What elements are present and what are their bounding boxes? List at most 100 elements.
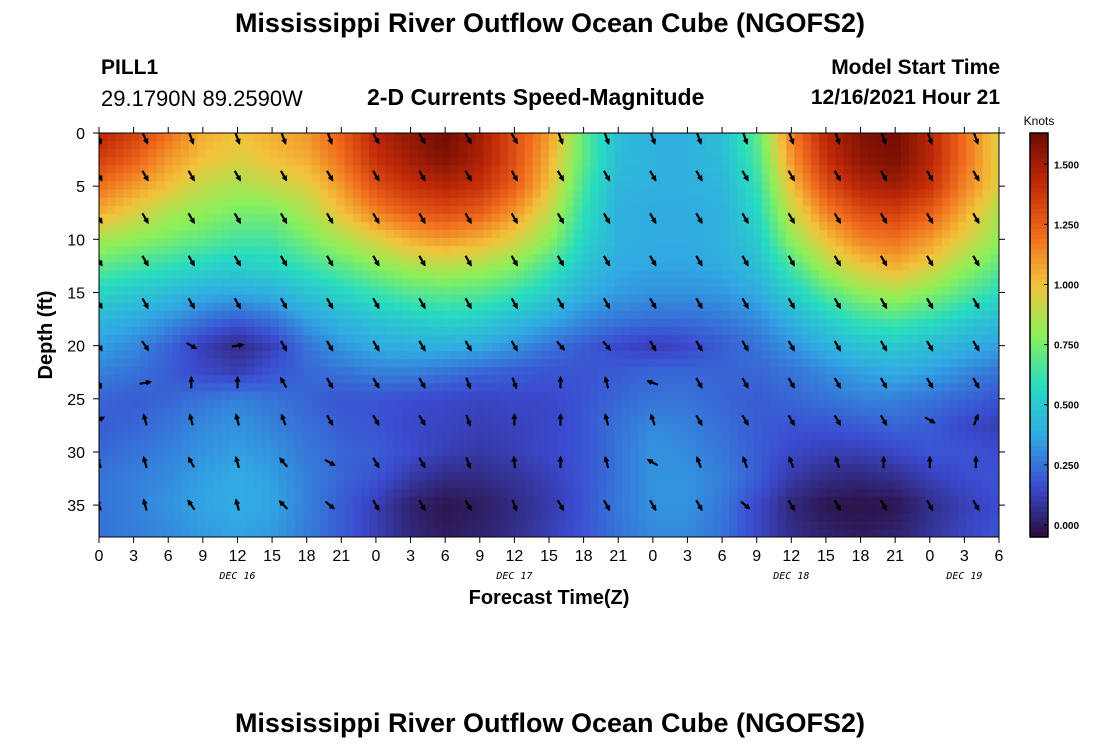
heatmap-cell xyxy=(164,456,174,465)
heatmap-cell xyxy=(270,383,280,393)
heatmap-cell xyxy=(810,262,820,271)
heatmap-cell xyxy=(180,375,190,385)
heatmap-cell xyxy=(958,246,967,255)
heatmap-cell xyxy=(295,270,305,280)
heatmap-cell xyxy=(139,407,149,417)
heatmap-cell xyxy=(311,375,321,385)
heatmap-cell xyxy=(213,383,223,393)
heatmap-cell xyxy=(401,149,411,158)
heatmap-cell xyxy=(851,423,861,433)
heatmap-cell xyxy=(328,448,337,457)
heatmap-cell xyxy=(900,407,910,417)
heatmap-cell xyxy=(786,278,796,288)
heatmap-cell xyxy=(352,431,362,441)
heatmap-cell xyxy=(336,157,346,166)
heatmap-cell xyxy=(696,294,706,304)
heatmap-cell xyxy=(868,383,877,393)
heatmap-cell xyxy=(859,464,869,473)
heatmap-cell xyxy=(475,310,485,320)
heatmap-cell xyxy=(827,165,836,174)
heatmap-cell xyxy=(295,464,305,473)
heatmap-cell xyxy=(385,189,395,199)
heatmap-cell xyxy=(99,286,108,296)
heatmap-cell xyxy=(221,399,231,409)
heatmap-cell xyxy=(377,141,386,150)
heatmap-cell xyxy=(720,472,730,482)
heatmap-cell xyxy=(491,310,501,320)
heatmap-cell xyxy=(311,270,321,280)
heatmap-cell xyxy=(737,254,746,263)
heatmap-cell xyxy=(139,270,149,280)
heatmap-cell xyxy=(450,423,460,433)
heatmap-cell xyxy=(205,221,215,231)
heatmap-cell xyxy=(352,399,362,409)
heatmap-cell xyxy=(565,254,575,263)
heatmap-cell xyxy=(630,238,640,247)
heatmap-cell xyxy=(712,302,722,312)
heatmap-cell xyxy=(876,189,886,199)
heatmap-cell xyxy=(663,407,673,417)
heatmap-cell xyxy=(835,480,845,490)
heatmap-cell xyxy=(630,464,640,473)
heatmap-cell xyxy=(655,423,665,433)
heatmap-cell xyxy=(213,367,223,376)
heatmap-cell xyxy=(810,423,820,433)
heatmap-cell xyxy=(131,318,141,328)
heatmap-cell xyxy=(328,197,337,207)
heatmap-cell xyxy=(794,246,804,255)
heatmap-cell xyxy=(303,351,313,360)
heatmap-cell xyxy=(614,472,624,482)
heatmap-cell xyxy=(409,440,419,449)
heatmap-cell xyxy=(925,318,935,328)
heatmap-cell xyxy=(966,326,976,336)
heatmap-cell xyxy=(851,431,861,441)
heatmap-cell xyxy=(385,407,395,417)
heatmap-cell xyxy=(900,472,910,482)
heatmap-cell xyxy=(720,221,730,231)
heatmap-cell xyxy=(688,351,697,360)
heatmap-cell xyxy=(712,318,722,328)
heatmap-cell xyxy=(843,197,853,207)
heatmap-cell xyxy=(123,254,133,263)
heatmap-cell xyxy=(884,270,894,280)
heatmap-cell xyxy=(459,254,468,263)
heatmap-cell xyxy=(630,246,640,255)
heatmap-cell xyxy=(589,294,599,304)
heatmap-cell xyxy=(164,270,174,280)
heatmap-cell xyxy=(409,310,419,320)
heatmap-cell xyxy=(197,181,206,191)
heatmap-cell xyxy=(704,359,714,368)
heatmap-cell xyxy=(794,359,804,368)
heatmap-cell xyxy=(769,488,779,498)
heatmap-cell xyxy=(352,229,362,239)
heatmap-cell xyxy=(688,326,697,336)
heatmap-cell xyxy=(221,302,231,312)
heatmap-cell xyxy=(156,407,166,417)
heatmap-cell xyxy=(622,415,632,425)
heatmap-cell xyxy=(532,246,542,255)
heatmap-cell xyxy=(483,326,493,336)
heatmap-cell xyxy=(524,229,534,239)
heatmap-cell xyxy=(794,286,804,296)
heatmap-cell xyxy=(524,488,534,498)
heatmap-cell xyxy=(221,326,231,336)
heatmap-cell xyxy=(573,318,583,328)
heatmap-cell xyxy=(859,302,869,312)
heatmap-cell xyxy=(639,229,648,239)
heatmap-cell xyxy=(131,149,141,158)
heatmap-cell xyxy=(401,205,411,215)
heatmap-cell xyxy=(622,326,632,336)
heatmap-cell xyxy=(606,440,616,449)
heatmap-cell xyxy=(819,456,828,465)
heatmap-cell xyxy=(810,229,820,239)
heatmap-cell xyxy=(426,407,436,417)
heatmap-cell xyxy=(189,464,198,473)
heatmap-cell xyxy=(990,270,999,280)
heatmap-cell xyxy=(393,310,403,320)
heatmap-cell xyxy=(401,270,411,280)
heatmap-cell xyxy=(794,254,804,263)
heatmap-cell xyxy=(491,472,501,482)
heatmap-cell xyxy=(401,326,411,336)
heatmap-cell xyxy=(884,302,894,312)
heatmap-cell xyxy=(696,399,706,409)
